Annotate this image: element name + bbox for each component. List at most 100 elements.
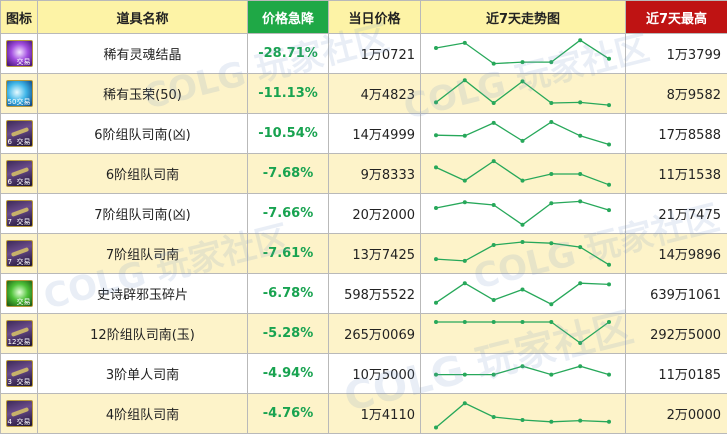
item-level-badge: 4 [7, 418, 12, 426]
trend-point [434, 205, 438, 210]
trend-point [462, 319, 467, 324]
table-row: 50 交易 稀有玉荣(50) -11.13% 4万4823 8万9582 [0, 73, 727, 114]
trend-cell [420, 393, 626, 434]
seven-day-max-price: 8万9582 [625, 73, 727, 114]
trend-point [578, 198, 583, 203]
trend-point [434, 300, 438, 305]
trend-point [520, 59, 525, 64]
trend-point [520, 222, 525, 227]
trend-point [607, 281, 611, 286]
item-name: 4阶组队司南 [37, 393, 248, 434]
trend-point [491, 372, 496, 377]
item-trade-badge: 交易 [16, 58, 31, 66]
today-price: 1万4110 [328, 393, 421, 434]
compass-icon: 12 交易 [5, 320, 33, 347]
trend-point [520, 417, 525, 422]
trend-point [434, 132, 438, 137]
trend-point [549, 171, 554, 176]
item-trade-badge: 交易 [16, 178, 31, 186]
trend-point [491, 61, 496, 66]
trend-line [435, 281, 610, 305]
item-trade-badge: 交易 [16, 138, 31, 146]
trend-point [578, 418, 583, 423]
item-trade-badge: 交易 [16, 298, 31, 306]
trend-point [491, 120, 496, 125]
trend-point [578, 133, 583, 138]
trend-point [578, 37, 583, 42]
compass-needle [10, 127, 29, 137]
item-icon-cell: 交易 [0, 273, 38, 314]
header-trend: 近7天走势图 [420, 0, 626, 34]
item-trade-badge: 交易 [16, 258, 31, 266]
trend-point [520, 78, 525, 83]
trend-point [578, 99, 583, 104]
trend-point [549, 372, 554, 377]
trend-point [462, 258, 467, 263]
price-drop-percent: -28.71% [247, 33, 329, 74]
header-max-price: 近7天最高 [625, 0, 727, 34]
compass-needle [10, 247, 29, 257]
trend-point [578, 340, 583, 345]
trend-point [434, 99, 438, 104]
trend-point [462, 77, 467, 82]
purple-orb-icon: 交易 [5, 40, 33, 67]
seven-day-max-price: 21万7475 [625, 193, 727, 234]
trend-point [491, 414, 496, 419]
trend-point [607, 102, 611, 107]
price-drop-percent: -6.78% [247, 273, 329, 314]
trend-sparkline [434, 77, 611, 107]
trend-point [462, 280, 467, 285]
trend-point [578, 280, 583, 285]
trend-point [549, 419, 554, 424]
price-drop-percent: -10.54% [247, 113, 329, 154]
trend-sparkline [434, 319, 611, 345]
blue-orb-icon: 50 交易 [5, 80, 33, 107]
trend-sparkline [434, 37, 611, 66]
trend-point [434, 164, 438, 169]
trend-point [462, 400, 467, 405]
item-level-badge: 7 [7, 218, 12, 226]
seven-day-max-price: 639万1061 [625, 273, 727, 314]
item-level-badge: 7 [7, 258, 12, 266]
table-row: 交易 史诗辟邪玉碎片 -6.78% 598万5522 639万1061 [0, 273, 727, 314]
trend-point [578, 244, 583, 249]
header-name: 道具名称 [37, 0, 248, 34]
trend-point [549, 319, 554, 324]
table-row: 7 交易 7阶组队司南 -7.61% 13万7425 14万9896 [0, 233, 727, 274]
trend-sparkline [434, 158, 611, 187]
item-level-badge: 3 [7, 378, 12, 386]
item-name: 7阶组队司南 [37, 233, 248, 274]
trend-point [520, 363, 525, 368]
compass-needle [10, 327, 29, 337]
trend-cell [420, 353, 626, 394]
header-drop: 价格急降 [247, 0, 329, 34]
trend-cell [420, 153, 626, 194]
table-row: 交易 稀有灵魂结晶 -28.71% 1万0721 1万3799 [0, 33, 727, 74]
price-drop-percent: -5.28% [247, 313, 329, 354]
trend-point [578, 363, 583, 368]
seven-day-max-price: 11万1538 [625, 153, 727, 194]
item-icon-cell: 3 交易 [0, 353, 38, 394]
compass-icon: 6 交易 [5, 160, 33, 187]
today-price: 10万5000 [328, 353, 421, 394]
today-price: 14万4999 [328, 113, 421, 154]
item-name: 12阶组队司南(玉) [37, 313, 248, 354]
item-icon-cell: 6 交易 [0, 153, 38, 194]
trend-point [462, 40, 467, 45]
trend-point [607, 419, 611, 424]
trend-point [491, 202, 496, 207]
trend-point [434, 425, 438, 429]
table-row: 6 交易 6阶组队司南(凶) -10.54% 14万4999 17万8588 [0, 113, 727, 154]
table-row: 4 交易 4阶组队司南 -4.76% 1万4110 2万0000 [0, 393, 727, 434]
trend-point [491, 100, 496, 105]
trend-point [520, 239, 525, 244]
trend-cell [420, 233, 626, 274]
trend-point [520, 319, 525, 324]
today-price: 598万5522 [328, 273, 421, 314]
trend-point [491, 297, 496, 302]
trend-point [520, 138, 525, 143]
trend-point [578, 171, 583, 176]
compass-needle [10, 407, 29, 417]
trend-point [549, 59, 554, 64]
trend-point [434, 256, 438, 261]
